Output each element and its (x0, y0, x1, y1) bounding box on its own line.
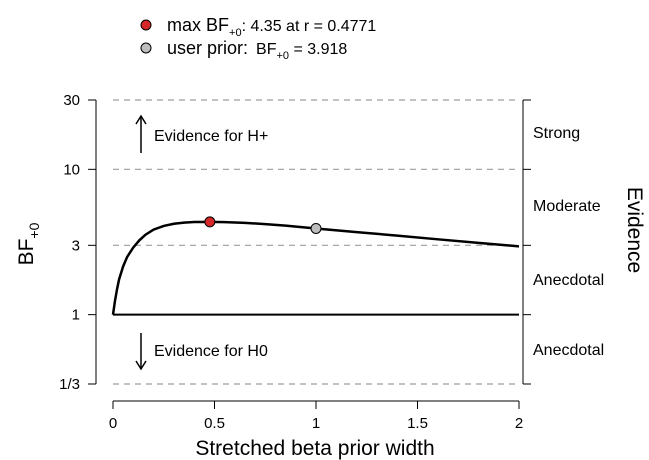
gridlines (113, 99, 519, 385)
annotation-up: Evidence for H+ (135, 114, 268, 153)
right-axis-title: Evidence (623, 187, 646, 273)
x-tick-label: 1.5 (407, 415, 428, 432)
up-arrow-head-icon (135, 114, 147, 125)
x-axis-title: Stretched beta prior width (195, 437, 434, 460)
x-tick-label: 0.5 (204, 415, 225, 432)
legend-max-text: max BF+0: 4.35 at r = 0.4771 (167, 15, 376, 39)
down-arrow-head-icon (135, 360, 147, 371)
user-point (310, 222, 322, 234)
evidence-label-strong: Strong (533, 125, 580, 142)
legend: max BF+0: 4.35 at r = 0.4771 user prior:… (140, 15, 376, 62)
x-tick-label: 0 (109, 415, 117, 432)
x-tick-label: 2 (515, 415, 523, 432)
y-tick-label: 30 (63, 92, 80, 109)
y-tick-label: 10 (63, 161, 80, 178)
y-tick-label: 1/3 (59, 376, 80, 393)
bf-curve (111, 220, 520, 315)
evidence-label-anecdotal-upper: Anecdotal (533, 272, 604, 289)
evidence-labels: Strong Moderate Anecdotal Anecdotal (533, 125, 604, 359)
legend-max-marker (140, 19, 152, 31)
annotation-down: Evidence for H0 (135, 333, 268, 371)
annotation-up-text: Evidence for H+ (154, 128, 268, 145)
x-axis: 0 0.5 1 1.5 2 (109, 400, 523, 432)
annotation-down-text: Evidence for H0 (154, 343, 268, 360)
y-tick-label: 3 (72, 237, 80, 254)
legend-user-marker (140, 42, 152, 54)
x-tick-label: 1 (312, 415, 320, 432)
legend-user-text: user prior: BF+0 = 3.918 (167, 38, 347, 62)
points (204, 216, 322, 234)
evidence-label-moderate: Moderate (533, 198, 601, 215)
y-axis: 1/3 1 3 10 30 (59, 92, 97, 393)
y-tick-label: 1 (72, 307, 80, 324)
y-axis-title: BF+0 (15, 222, 42, 265)
evidence-axis (522, 99, 531, 385)
max-point (204, 216, 216, 228)
evidence-label-anecdotal-lower: Anecdotal (533, 342, 604, 359)
